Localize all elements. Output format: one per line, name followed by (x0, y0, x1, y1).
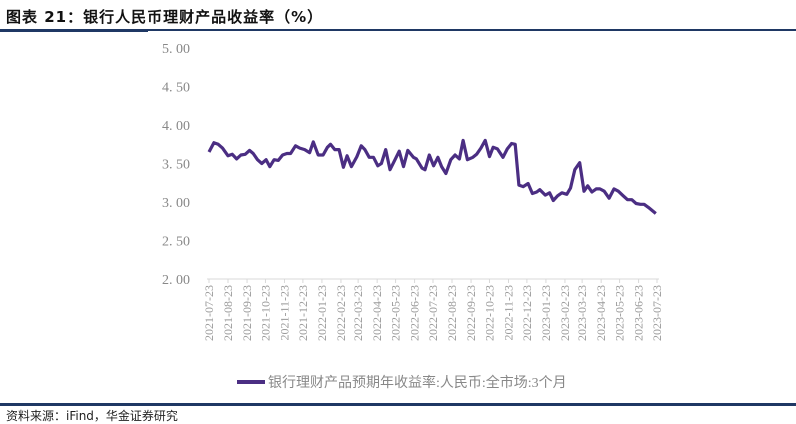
x-tick-label: 2022-07-23 (426, 285, 440, 341)
x-tick-label: 2021-09-23 (240, 285, 254, 341)
x-tick-label: 2022-08-23 (445, 285, 459, 341)
x-tick-label: 2023-05-23 (613, 285, 627, 341)
x-tick-label: 2022-09-23 (464, 285, 478, 341)
x-tick-label: 2021-08-23 (221, 285, 235, 341)
y-tick-label: 2. 00 (162, 273, 190, 288)
x-tick-label: 2022-01-23 (315, 285, 329, 341)
x-tick-label: 2021-07-23 (202, 285, 216, 341)
y-tick-label: 4. 50 (162, 81, 190, 96)
y-axis: 2. 00 2. 50 3. 00 3. 50 4. 00 4. 50 5. 00 (162, 42, 190, 288)
series-layer (209, 140, 656, 213)
legend: 银行理财产品预期年收益率:人民币:全市场:3个月 (237, 374, 567, 391)
x-tick-label: 2022-03-23 (351, 285, 365, 341)
y-tick-label: 5. 00 (162, 42, 190, 57)
x-tick-label: 2022-10-23 (482, 285, 496, 341)
x-tick-label: 2022-05-23 (389, 285, 403, 341)
x-tick-label: 2021-11-23 (277, 285, 291, 341)
x-tick-label: 2023-02-23 (558, 285, 572, 341)
x-tick-label: 2022-11-23 (501, 285, 515, 341)
x-axis: 2021-07-23 2021-08-23 2021-09-23 2021-10-23… (202, 279, 664, 341)
y-tick-label: 2. 50 (162, 235, 190, 250)
footer-divider (0, 403, 796, 406)
line-chart: 2. 00 2. 50 3. 00 3. 50 4. 00 4. 50 5. 00 2021… (0, 0, 796, 400)
legend-label: 银行理财产品预期年收益率:人民币:全市场:3个月 (268, 374, 567, 391)
source-note: 资料来源：iFind，华金证券研究 (6, 407, 178, 424)
x-tick-label: 2023-07-23 (650, 285, 664, 341)
x-tick-label: 2022-06-23 (408, 285, 422, 341)
y-tick-label: 3. 00 (162, 196, 190, 211)
x-tick-label: 2023-03-23 (575, 285, 589, 341)
series-line (209, 140, 656, 213)
x-tick-label: 2021-12-23 (296, 285, 310, 341)
x-tick-label: 2023-01-23 (539, 285, 553, 341)
x-tick-label: 2022-02-23 (334, 285, 348, 341)
x-tick-label: 2023-06-23 (632, 285, 646, 341)
x-tick-label: 2021-10-23 (258, 285, 272, 341)
x-tick-label: 2022-12-23 (520, 285, 534, 341)
x-tick-label: 2023-04-23 (594, 285, 608, 341)
x-tick-label: 2022-04-23 (370, 285, 384, 341)
y-tick-label: 4. 00 (162, 119, 190, 134)
y-tick-label: 3. 50 (162, 158, 190, 173)
